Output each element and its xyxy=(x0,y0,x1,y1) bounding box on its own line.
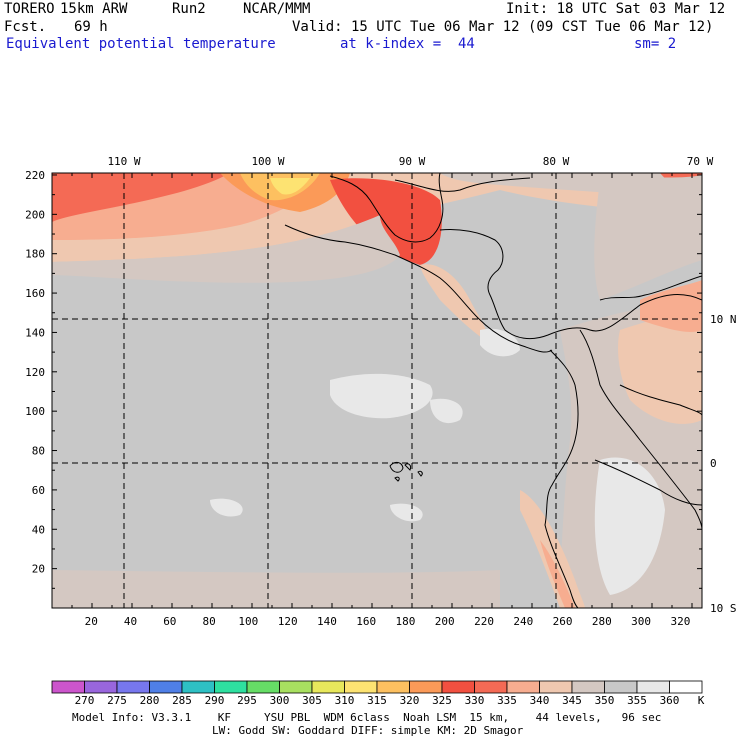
model-name: TORERO xyxy=(4,1,55,17)
colorbar-swatch xyxy=(441,680,475,694)
smoothing-info: sm= 2 xyxy=(634,36,677,52)
colorbar-swatch xyxy=(376,680,410,694)
colorbar-swatch xyxy=(344,680,378,694)
grid-y-label: 120 xyxy=(25,366,45,379)
grid-x-label: 40 xyxy=(124,615,137,628)
grid-x-label: 280 xyxy=(592,615,612,628)
colorbar-label: 355 xyxy=(627,694,647,707)
grid-y-label: 100 xyxy=(25,405,45,418)
colorbar-label: 280 xyxy=(140,694,160,707)
run-label: Run2 xyxy=(172,1,206,17)
colorbar-swatch xyxy=(279,680,313,694)
grid-x-labels: 20 40 60 80 100 120 140 160 180 200 220 240 260 280 30… xyxy=(85,615,691,628)
forecast-label: Fcst. xyxy=(4,19,47,35)
axis-ticks xyxy=(51,173,702,609)
colorbar-label: 340 xyxy=(530,694,550,707)
grid-y-label: 220 xyxy=(25,169,45,182)
field-name: Equivalent potential temperature xyxy=(6,36,276,52)
colorbar-swatch xyxy=(214,680,248,694)
grid-x-label: 20 xyxy=(85,615,98,628)
colorbar-unit: K xyxy=(698,694,705,707)
colorbar-swatch xyxy=(84,680,118,694)
colorbar-label: 350 xyxy=(595,694,615,707)
grid-x-label: 80 xyxy=(202,615,215,628)
model-info-line2: LW: Godd SW: Goddard DIFF: simple KM: 2D… xyxy=(212,724,524,737)
level-info: at k-index = 44 xyxy=(340,36,475,52)
colorbar-label: 270 xyxy=(75,694,95,707)
colorbar-swatch xyxy=(506,680,540,694)
colorbar-label: 295 xyxy=(237,694,257,707)
colorbar-label: 305 xyxy=(302,694,322,707)
grid-x-label: 200 xyxy=(435,615,455,628)
grid-x-label: 320 xyxy=(670,615,690,628)
graticule xyxy=(52,173,702,608)
lat-label-10s: 10 S xyxy=(710,602,737,615)
lon-label-110w: 110 W xyxy=(107,155,140,168)
colorbar-label: 335 xyxy=(497,694,517,707)
colorbar-swatch xyxy=(149,680,183,694)
model-resolution: 15km ARW xyxy=(60,1,128,17)
grid-x-label: 300 xyxy=(631,615,651,628)
lat-label-10n: 10 N xyxy=(710,313,737,326)
colorbar-swatch xyxy=(409,680,443,694)
grid-x-label: 160 xyxy=(356,615,376,628)
grid-y-labels: 220 200 180 160 140 120 100 80 60 40 20 xyxy=(25,169,45,576)
grid-y-label: 60 xyxy=(32,484,45,497)
colorbar-label: 320 xyxy=(400,694,420,707)
colorbar-label: 330 xyxy=(465,694,485,707)
colorbar-label: 290 xyxy=(205,694,225,707)
colorbar-swatch xyxy=(474,680,508,694)
colorbar-swatch xyxy=(539,680,573,694)
grid-x-label: 180 xyxy=(396,615,416,628)
grid-y-label: 20 xyxy=(32,563,45,576)
grid-y-label: 80 xyxy=(32,445,45,458)
grid-y-label: 160 xyxy=(25,287,45,300)
grid-x-label: 120 xyxy=(278,615,298,628)
lon-label-90w: 90 W xyxy=(399,155,426,168)
colorbar-swatch xyxy=(246,680,280,694)
colorbar-labels: 270 275 280 285 290 295 300 305 310 315 320 325 330 3… xyxy=(75,694,680,707)
theta-e-field xyxy=(52,173,702,608)
init-time: Init: 18 UTC Sat 03 Mar 12 xyxy=(506,1,726,17)
model-info-line1: Model Info: V3.3.1 KF YSU PBL WDM 6class… xyxy=(72,711,662,724)
colorbar-label: 285 xyxy=(172,694,192,707)
colorbar xyxy=(51,680,703,694)
grid-x-label: 100 xyxy=(238,615,258,628)
lon-label-70w: 70 W xyxy=(687,155,714,168)
colorbar-label: 360 xyxy=(660,694,680,707)
forecast-hour: 69 h xyxy=(74,19,108,35)
grid-y-label: 40 xyxy=(32,523,45,536)
coastlines xyxy=(284,173,702,608)
colorbar-label: 345 xyxy=(562,694,582,707)
colorbar-label: 275 xyxy=(107,694,127,707)
colorbar-swatch xyxy=(116,680,150,694)
source-label: NCAR/MMM xyxy=(243,1,311,17)
colorbar-swatch xyxy=(51,680,85,694)
grid-y-label: 140 xyxy=(25,326,45,339)
colorbar-swatch xyxy=(604,680,638,694)
valid-time: Valid: 15 UTC Tue 06 Mar 12 (09 CST Tue … xyxy=(292,19,714,35)
grid-x-label: 260 xyxy=(553,615,573,628)
lon-label-80w: 80 W xyxy=(543,155,570,168)
grid-y-label: 200 xyxy=(25,208,45,221)
grid-x-label: 140 xyxy=(317,615,337,628)
colorbar-swatch xyxy=(669,680,703,694)
colorbar-swatch xyxy=(311,680,345,694)
colorbar-label: 300 xyxy=(270,694,290,707)
colorbar-swatch xyxy=(181,680,215,694)
colorbar-label: 325 xyxy=(432,694,452,707)
grid-x-label: 220 xyxy=(474,615,494,628)
colorbar-label: 310 xyxy=(335,694,355,707)
colorbar-label: 315 xyxy=(367,694,387,707)
grid-x-label: 60 xyxy=(163,615,176,628)
grid-x-label: 240 xyxy=(513,615,533,628)
colorbar-swatch xyxy=(636,680,670,694)
colorbar-swatch xyxy=(571,680,605,694)
lon-label-100w: 100 W xyxy=(251,155,284,168)
grid-y-label: 180 xyxy=(25,248,45,261)
plot-frame xyxy=(51,172,703,609)
lat-label-equator: 0 xyxy=(710,457,717,470)
